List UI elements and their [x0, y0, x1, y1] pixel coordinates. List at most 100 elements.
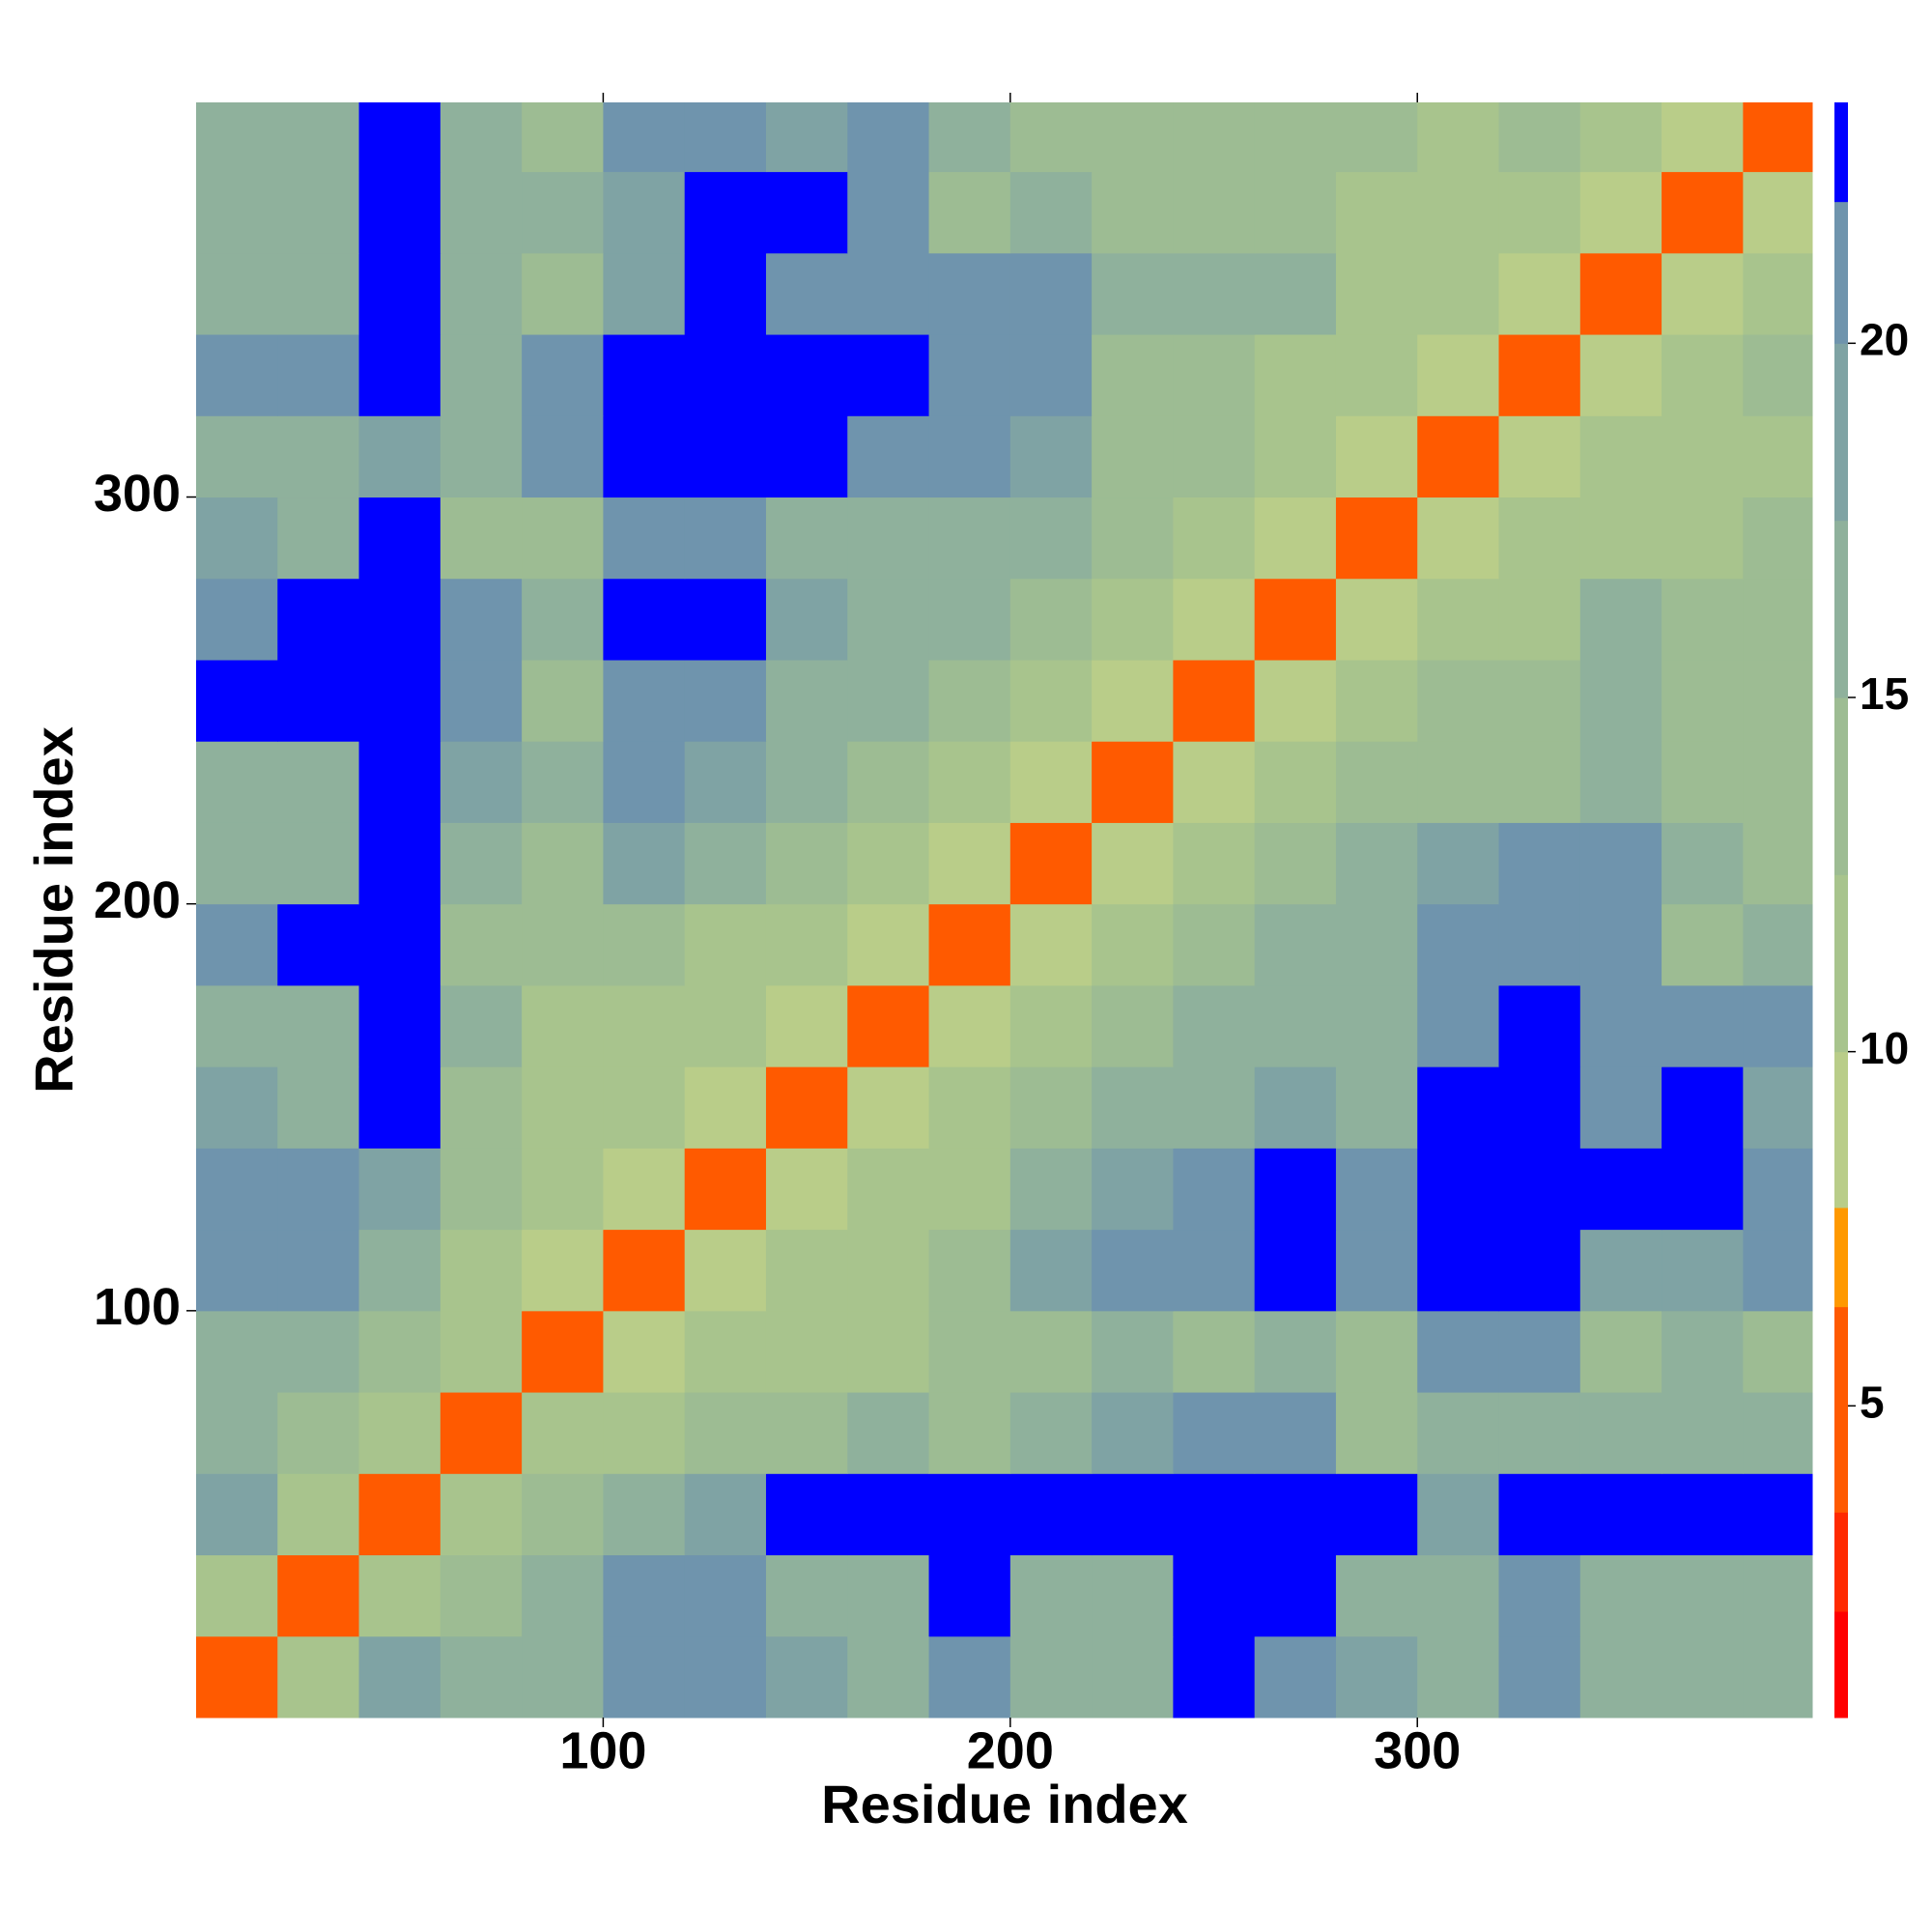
heatmap-cell [1092, 659, 1174, 742]
heatmap-cell [277, 659, 360, 742]
heatmap-cell [1743, 741, 1813, 823]
heatmap-cell [1417, 578, 1500, 661]
x-tick-label: 300 [1374, 1721, 1461, 1779]
heatmap-cell [522, 497, 604, 580]
heatmap-cell [1743, 1554, 1813, 1637]
heatmap-cell [928, 1148, 1011, 1231]
heatmap-cell [522, 578, 604, 661]
heatmap-cell [1579, 1473, 1662, 1556]
heatmap-cell [1417, 903, 1500, 986]
heatmap-cell [1662, 741, 1744, 823]
heatmap-cell [847, 1392, 930, 1474]
heatmap-cell [196, 334, 278, 416]
heatmap-cell [847, 415, 930, 498]
heatmap-cell [1743, 415, 1813, 498]
heatmap-cell [765, 903, 848, 986]
heatmap-cell [1743, 1229, 1813, 1312]
heatmap-cell [196, 822, 278, 905]
heatmap-cell [358, 822, 441, 905]
colorbar-band [1834, 697, 1848, 875]
colorbar-band [1834, 874, 1848, 1053]
heatmap-cell [1009, 252, 1093, 335]
heatmap-cell [928, 171, 1011, 254]
heatmap-cell [1662, 984, 1744, 1067]
heatmap-cell [684, 1229, 767, 1312]
heatmap-cell [1579, 171, 1662, 254]
heatmap-cell [1173, 1066, 1256, 1149]
heatmap-cell [277, 334, 360, 416]
heatmap-cell [765, 334, 848, 416]
heatmap-cell [1498, 741, 1581, 823]
heatmap-cell [440, 741, 523, 823]
heatmap-cell [847, 741, 930, 823]
heatmap-cell [765, 741, 848, 823]
heatmap-cell [765, 1310, 848, 1393]
heatmap-cell [440, 1554, 523, 1637]
heatmap-cell [1417, 1635, 1500, 1719]
heatmap-cell [1743, 334, 1813, 416]
heatmap-cell [1009, 903, 1093, 986]
heatmap-cell [277, 903, 360, 986]
heatmap-cell [1498, 903, 1581, 986]
heatmap-cell [440, 1310, 523, 1393]
heatmap-cell [358, 578, 441, 661]
heatmap-cell [765, 1229, 848, 1312]
heatmap-cell [358, 903, 441, 986]
heatmap-cell [1335, 578, 1418, 661]
heatmap-cell [522, 1392, 604, 1474]
x-tick-label: 100 [559, 1721, 646, 1779]
heatmap-cell [1417, 1310, 1500, 1393]
heatmap-cell [277, 1554, 360, 1637]
heatmap-cell [928, 415, 1011, 498]
heatmap-cell [1254, 1554, 1337, 1637]
heatmap-cell [1173, 578, 1256, 661]
heatmap-cell [358, 252, 441, 335]
heatmap-cell [440, 1635, 523, 1719]
heatmap-cell [196, 1066, 278, 1149]
heatmap-cell [928, 102, 1011, 173]
heatmap-cell [1662, 1392, 1744, 1474]
heatmap-cell [684, 497, 767, 580]
heatmap-cell [928, 822, 1011, 905]
heatmap-cell [1498, 578, 1581, 661]
heatmap-cell [358, 1635, 441, 1719]
heatmap-cell [1498, 984, 1581, 1067]
heatmap-cell [603, 415, 686, 498]
heatmap-cell [684, 252, 767, 335]
heatmap-cell [358, 1554, 441, 1637]
heatmap-cell [1498, 659, 1581, 742]
heatmap-cell [1254, 497, 1337, 580]
heatmap-cell [1579, 984, 1662, 1067]
heatmap-cell [1254, 415, 1337, 498]
heatmap-cell [1417, 1066, 1500, 1149]
heatmap-cell [358, 1229, 441, 1312]
heatmap-cell [440, 1066, 523, 1149]
heatmap-cell [1662, 1554, 1744, 1637]
heatmap-cell [522, 1310, 604, 1393]
heatmap-cell [1743, 903, 1813, 986]
heatmap-cell [440, 102, 523, 173]
heatmap-cell [277, 1066, 360, 1149]
heatmap-cell [440, 334, 523, 416]
heatmap-cell [440, 171, 523, 254]
heatmap-cell [358, 1066, 441, 1149]
heatmap-cell [1009, 659, 1093, 742]
heatmap-cell [196, 1310, 278, 1393]
heatmap-cell [1417, 252, 1500, 335]
heatmap-cell [1092, 1473, 1174, 1556]
heatmap-cell [1662, 578, 1744, 661]
heatmap-cell [1173, 497, 1256, 580]
heatmap-cell [1417, 497, 1500, 580]
heatmap-cell [1662, 1310, 1744, 1393]
heatmap-cell [1335, 1473, 1418, 1556]
heatmap-cell [1254, 1392, 1337, 1474]
heatmap-cell [1417, 1554, 1500, 1637]
heatmap-cell [277, 1148, 360, 1231]
heatmap-cell [847, 659, 930, 742]
heatmap-cell [1009, 1635, 1093, 1719]
heatmap-cell [1173, 1392, 1256, 1474]
heatmap-cell [765, 102, 848, 173]
heatmap-cell [1092, 578, 1174, 661]
heatmap-cell [1092, 252, 1174, 335]
heatmap-cell [603, 1635, 686, 1719]
